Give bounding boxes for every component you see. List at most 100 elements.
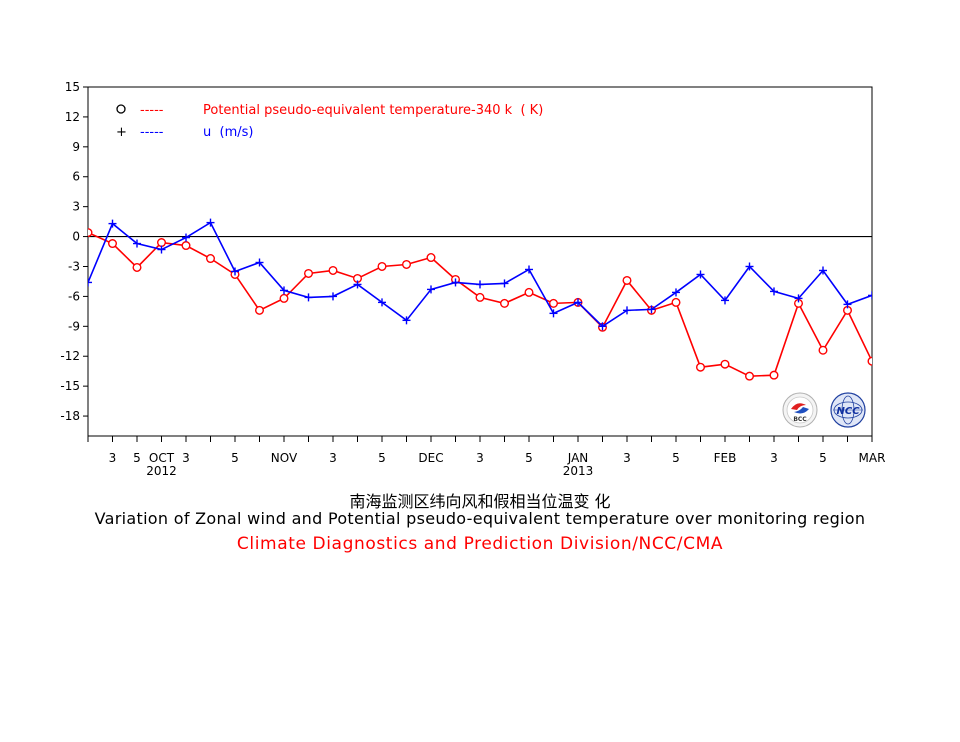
- x-tick-label: 3: [109, 451, 117, 465]
- data-point-plus: [868, 291, 872, 300]
- data-point-circle: [279, 293, 289, 303]
- x-tick-label: 5: [819, 451, 827, 465]
- data-point-plus: [451, 278, 460, 287]
- x-tick-label: OCT: [149, 451, 175, 465]
- data-point-circle: [671, 297, 681, 307]
- bcc-logo: BCC: [782, 392, 818, 428]
- legend-item-u: + ----- u (m/s): [116, 125, 253, 140]
- ncc-logo: NCC: [830, 392, 866, 428]
- x-tick-label: FEB: [714, 451, 737, 465]
- x-tick-label: 5: [378, 451, 386, 465]
- data-point-circle: [156, 238, 166, 248]
- legend-label-pet: Potential pseudo-equivalent temperature-…: [203, 103, 543, 118]
- data-point-plus: [231, 267, 239, 276]
- legend-circle-marker: [116, 104, 126, 114]
- chart-title-chinese: 南海监测区纬向风和假相当位温变 化: [349, 492, 611, 511]
- data-point-circle: [720, 359, 730, 369]
- data-point-plus: [696, 270, 705, 279]
- data-point-circle: [254, 305, 264, 315]
- data-point-plus: [88, 278, 92, 287]
- data-point-circle: [88, 228, 93, 238]
- data-point-circle: [942, 338, 950, 346]
- series-pet: [88, 228, 950, 381]
- x-tick-label: 5: [133, 451, 141, 465]
- x-tick-label: 3: [476, 451, 484, 465]
- bcc-logo-text: BCC: [793, 416, 807, 423]
- data-point-circle: [622, 275, 632, 285]
- data-point-circle: [181, 241, 191, 251]
- y-tick-label: -12: [60, 349, 80, 363]
- data-point-plus: [280, 286, 288, 295]
- data-point-circle: [328, 265, 338, 275]
- x-year-label: 2012: [146, 464, 177, 478]
- chart-title: Variation of Zonal wind and Potential ps…: [94, 509, 866, 528]
- x-tick-label: 5: [672, 451, 680, 465]
- data-point-plus: [427, 285, 435, 294]
- data-point-circle: [867, 356, 872, 366]
- data-point-circle: [377, 261, 387, 271]
- y-tick-label: -9: [68, 319, 80, 333]
- x-tick-label: 3: [329, 451, 337, 465]
- data-point-plus: [108, 219, 117, 228]
- data-point-plus: [206, 218, 215, 227]
- y-tick-label: -3: [68, 259, 80, 273]
- data-point-circle: [132, 262, 142, 272]
- x-tick-label: MAR: [859, 451, 886, 465]
- legend-plus-marker: +: [116, 125, 127, 140]
- data-point-circle: [304, 268, 314, 278]
- x-tick-label: 5: [231, 451, 239, 465]
- data-point-plus: [182, 233, 190, 242]
- series-u: [88, 218, 950, 350]
- data-point-circle: [402, 259, 412, 269]
- data-point-plus: [157, 245, 166, 254]
- y-tick-label: -15: [60, 379, 80, 393]
- x-tick-label: NOV: [271, 451, 298, 465]
- legend: ----- Potential pseudo-equivalent temper…: [116, 103, 543, 140]
- data-point-plus: [525, 265, 533, 274]
- data-point-circle: [917, 291, 925, 299]
- series-line: [88, 231, 872, 377]
- data-point-plus: [893, 342, 901, 350]
- data-point-plus: [942, 286, 950, 294]
- legend-item-pet: ----- Potential pseudo-equivalent temper…: [116, 103, 543, 118]
- y-tick-label: -18: [60, 409, 80, 423]
- data-point-plus: [476, 280, 484, 289]
- data-point-plus: [598, 322, 607, 331]
- data-point-plus: [574, 298, 582, 307]
- legend-label-u: u (m/s): [203, 125, 253, 140]
- data-point-circle: [696, 362, 706, 372]
- data-point-plus: [745, 262, 754, 271]
- data-point-plus: [353, 280, 362, 289]
- x-year-label: 2013: [563, 464, 594, 478]
- series-line: [88, 221, 872, 328]
- y-tick-label: 6: [72, 170, 80, 184]
- data-point-plus: [329, 292, 337, 301]
- data-point-plus: [917, 271, 925, 279]
- data-point-plus: [255, 258, 264, 267]
- x-tick-label: DEC: [418, 451, 443, 465]
- data-point-plus: [647, 305, 656, 314]
- data-point-circle: [818, 345, 828, 355]
- data-point-circle: [769, 370, 779, 380]
- y-tick-label: -6: [68, 289, 80, 303]
- x-tick-label: 5: [525, 451, 533, 465]
- data-point-circle: [745, 371, 755, 381]
- data-point-circle: [893, 288, 901, 296]
- x-tick-label: 3: [770, 451, 778, 465]
- chart-subtitle: Climate Diagnostics and Prediction Divis…: [236, 534, 724, 554]
- legend-dashes-pet: -----: [140, 103, 164, 118]
- y-tick-label: 15: [65, 80, 80, 94]
- data-point-circle: [475, 292, 485, 302]
- data-point-circle: [549, 298, 559, 308]
- data-point-plus: [672, 288, 680, 297]
- data-point-plus: [794, 294, 803, 303]
- x-tick-label: 3: [623, 451, 631, 465]
- data-point-plus: [843, 300, 852, 309]
- data-point-circle: [205, 254, 215, 264]
- data-point-plus: [304, 293, 313, 302]
- y-tick-label: 12: [65, 110, 80, 124]
- data-point-circle: [107, 239, 117, 249]
- legend-dashes-u: -----: [140, 125, 164, 140]
